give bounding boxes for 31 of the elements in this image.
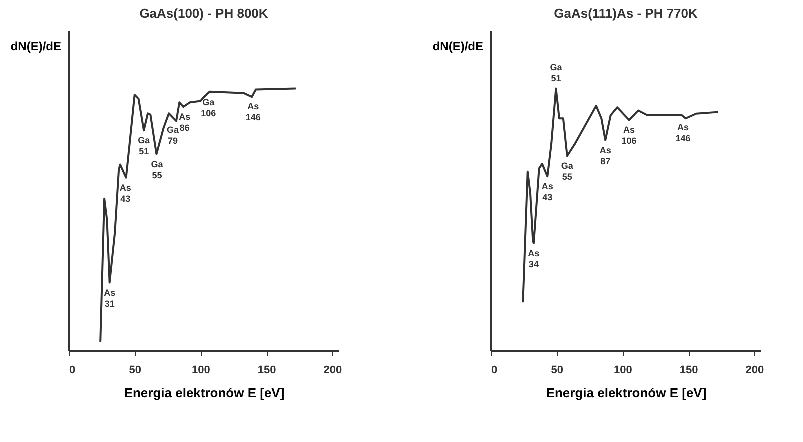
y-axis-title: dN(E)/dE <box>10 40 62 54</box>
annotation: Ga 106 <box>201 97 216 118</box>
x-tick-label: 50 <box>129 364 142 376</box>
annotation: Ga 51 <box>550 62 564 84</box>
x-tick-label: 0 <box>492 364 498 376</box>
x-axis-title: Energia elektronów E [eV] <box>546 386 707 400</box>
y-axis-title: dN(E)/dE <box>432 40 484 54</box>
annotation: As 43 <box>542 182 554 203</box>
annotation: Ga 55 <box>561 161 574 182</box>
x-tick-label: 200 <box>324 364 342 376</box>
chart-title: GaAs(100) - PH 800K <box>140 6 269 21</box>
annotation: As 106 <box>622 125 637 146</box>
chart-title: GaAs(111)As - PH 770K <box>554 6 699 21</box>
x-tick-label: 150 <box>680 364 698 376</box>
annotation: As 43 <box>120 182 132 204</box>
annotation: As 86 <box>179 112 191 134</box>
annotation: As 146 <box>246 102 261 123</box>
annotation: As 31 <box>104 288 116 309</box>
annotation: As 146 <box>676 122 691 144</box>
x-tick-label: 0 <box>70 364 76 376</box>
annotation: As 87 <box>600 145 612 166</box>
x-tick-label: 200 <box>746 364 764 376</box>
annotation: Ga 79 <box>167 125 180 146</box>
annotation: Ga 55 <box>151 159 164 180</box>
annotation: As 34 <box>528 248 540 270</box>
x-tick-label: 150 <box>258 364 276 376</box>
x-tick-label: 50 <box>551 364 564 376</box>
annotation: Ga 51 <box>138 136 152 157</box>
x-axis-title: Energia elektronów E [eV] <box>124 386 285 400</box>
x-tick-label: 100 <box>192 364 210 376</box>
x-tick-label: 100 <box>614 364 632 376</box>
